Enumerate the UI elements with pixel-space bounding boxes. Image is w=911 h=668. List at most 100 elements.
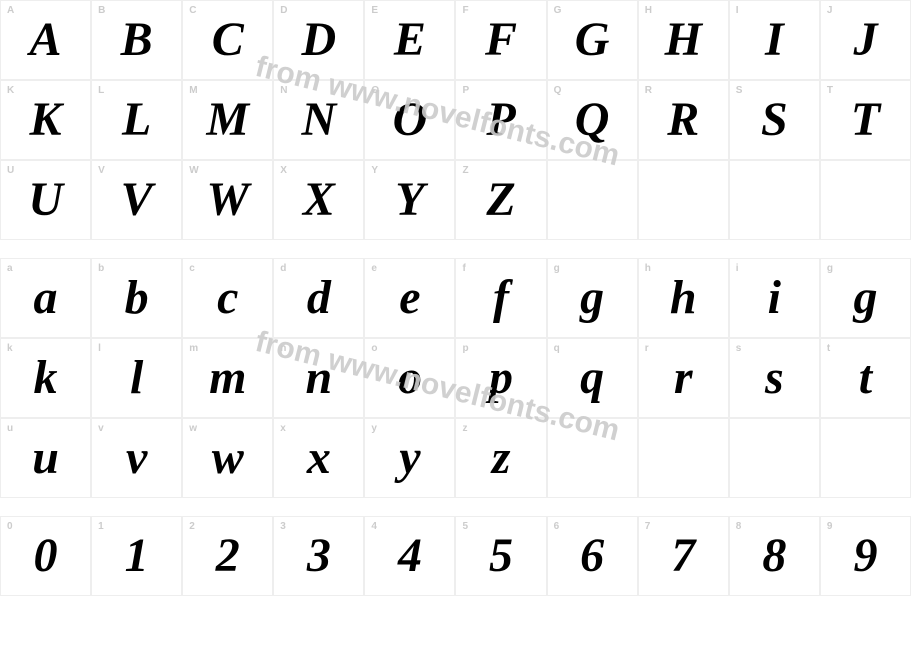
glyph-cell-glyph: r <box>674 354 693 402</box>
glyph-grid-upper: AABBCCDDEEFFGGHHIIJJKKLLMMNNOOPPQQRRSSTT… <box>0 0 911 240</box>
glyph-cell-glyph: T <box>851 96 880 144</box>
glyph-cell-label: 8 <box>736 521 742 532</box>
glyph-cell-label: 6 <box>554 521 560 532</box>
glyph-cell-glyph: W <box>206 176 249 224</box>
glyph-cell-glyph: V <box>121 176 153 224</box>
glyph-cell <box>820 160 911 240</box>
glyph-cell: ss <box>729 338 820 418</box>
glyph-cell: CC <box>182 0 273 80</box>
glyph-cell-glyph: h <box>670 274 697 322</box>
glyph-cell-glyph: g <box>580 274 604 322</box>
glyph-cell-label: L <box>98 85 104 96</box>
glyph-cell: EE <box>364 0 455 80</box>
glyph-cell: AA <box>0 0 91 80</box>
glyph-cell-glyph: 5 <box>489 532 513 580</box>
glyph-cell-label: u <box>7 423 13 434</box>
glyph-cell-label: b <box>98 263 104 274</box>
section-gap <box>0 498 911 516</box>
glyph-cell-glyph: Y <box>395 176 424 224</box>
glyph-cell: 88 <box>729 516 820 596</box>
glyph-cell: qq <box>547 338 638 418</box>
glyph-cell-glyph: w <box>212 434 244 482</box>
glyph-cell: gg <box>547 258 638 338</box>
glyph-cell-label: G <box>554 5 562 16</box>
glyph-cell-label: n <box>280 343 286 354</box>
glyph-cell: 44 <box>364 516 455 596</box>
glyph-cell: RR <box>638 80 729 160</box>
glyph-cell: 99 <box>820 516 911 596</box>
glyph-cell-glyph: 6 <box>580 532 604 580</box>
glyph-cell: 00 <box>0 516 91 596</box>
glyph-cell: PP <box>455 80 546 160</box>
glyph-cell-glyph: t <box>859 354 872 402</box>
glyph-cell-label: Y <box>371 165 378 176</box>
glyph-grid-digits: 00112233445566778899 <box>0 516 911 596</box>
glyph-cell-glyph: d <box>307 274 331 322</box>
glyph-cell: hh <box>638 258 729 338</box>
glyph-cell: OO <box>364 80 455 160</box>
glyph-cell-glyph: D <box>302 16 337 64</box>
glyph-cell-label: 3 <box>280 521 286 532</box>
glyph-cell-label: 5 <box>462 521 468 532</box>
glyph-cell-glyph: 3 <box>307 532 331 580</box>
glyph-cell: mm <box>182 338 273 418</box>
glyph-cell-label: g <box>554 263 560 274</box>
glyph-cell: FF <box>455 0 546 80</box>
glyph-cell-glyph: q <box>580 354 604 402</box>
glyph-cell-label: C <box>189 5 196 16</box>
glyph-cell: ll <box>91 338 182 418</box>
glyph-cell-glyph: E <box>394 16 426 64</box>
glyph-cell-label: r <box>645 343 649 354</box>
glyph-cell-label: Q <box>554 85 562 96</box>
glyph-cell: 11 <box>91 516 182 596</box>
glyph-cell-label: w <box>189 423 197 434</box>
glyph-cell-label: F <box>462 5 468 16</box>
glyph-cell: kk <box>0 338 91 418</box>
glyph-cell-glyph: l <box>130 354 143 402</box>
glyph-cell-glyph: 8 <box>762 532 786 580</box>
glyph-cell-glyph: H <box>665 16 702 64</box>
glyph-cell: UU <box>0 160 91 240</box>
glyph-cell-glyph: y <box>399 434 420 482</box>
glyph-cell-glyph: o <box>398 354 422 402</box>
glyph-cell-label: 9 <box>827 521 833 532</box>
glyph-cell: YY <box>364 160 455 240</box>
glyph-cell: pp <box>455 338 546 418</box>
glyph-cell: 33 <box>273 516 364 596</box>
glyph-cell: ww <box>182 418 273 498</box>
glyph-cell: ff <box>455 258 546 338</box>
glyph-cell: SS <box>729 80 820 160</box>
glyph-cell: rr <box>638 338 729 418</box>
glyph-cell: BB <box>91 0 182 80</box>
section-gap <box>0 240 911 258</box>
glyph-cell: yy <box>364 418 455 498</box>
glyph-cell-label: O <box>371 85 379 96</box>
glyph-cell-label: a <box>7 263 13 274</box>
glyph-cell-label: 2 <box>189 521 195 532</box>
glyph-cell-glyph: S <box>761 96 788 144</box>
glyph-cell-label: M <box>189 85 197 96</box>
glyph-cell-glyph: I <box>765 16 784 64</box>
glyph-cell: ii <box>729 258 820 338</box>
glyph-cell: tt <box>820 338 911 418</box>
glyph-cell-label: l <box>98 343 101 354</box>
glyph-cell-glyph: Q <box>575 96 610 144</box>
glyph-cell-glyph: b <box>125 274 149 322</box>
glyph-cell-glyph: O <box>393 96 428 144</box>
glyph-cell: QQ <box>547 80 638 160</box>
glyph-cell-glyph: 4 <box>398 532 422 580</box>
glyph-cell: XX <box>273 160 364 240</box>
glyph-cell-glyph: 7 <box>671 532 695 580</box>
glyph-cell: TT <box>820 80 911 160</box>
glyph-cell-label: I <box>736 5 739 16</box>
glyph-cell-label: J <box>827 5 833 16</box>
glyph-cell: ZZ <box>455 160 546 240</box>
glyph-cell-label: T <box>827 85 833 96</box>
glyph-cell-label: H <box>645 5 652 16</box>
glyph-cell <box>820 418 911 498</box>
glyph-cell-label: 7 <box>645 521 651 532</box>
glyph-cell <box>638 418 729 498</box>
glyph-cell: bb <box>91 258 182 338</box>
glyph-cell-label: U <box>7 165 14 176</box>
glyph-cell-label: 0 <box>7 521 13 532</box>
